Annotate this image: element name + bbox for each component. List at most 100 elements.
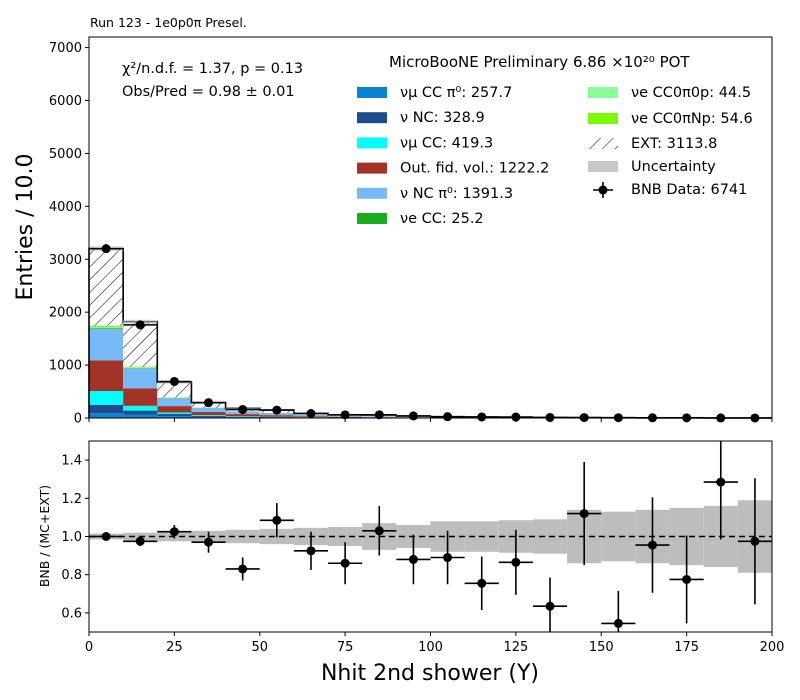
ratio-x-tick-label: 100 xyxy=(418,640,443,655)
stack-bar xyxy=(225,416,260,418)
legend-label: νμ CC π⁰: 257.7 xyxy=(400,85,512,101)
main-y-tick-label: 6000 xyxy=(49,94,82,109)
legend-entry: νe CC: 25.2 xyxy=(357,211,484,227)
main-y-tick-label: 4000 xyxy=(49,200,82,215)
legend-label: Out. fid. vol.: 1222.2 xyxy=(400,161,549,177)
stack-bar xyxy=(89,248,124,326)
legend: νμ CC π⁰: 257.7 ν NC: 328.9 νμ CC: 419.3 Ou… xyxy=(357,85,753,227)
data-point xyxy=(238,405,248,415)
data-point xyxy=(306,409,316,419)
ratio-point xyxy=(545,601,555,611)
legend-entry: νμ CC π⁰: 257.7 xyxy=(357,85,512,101)
ratio-point xyxy=(238,564,248,574)
data-point xyxy=(545,412,555,422)
stack-bar xyxy=(89,325,124,327)
ratio-point xyxy=(408,554,418,564)
ratio-point xyxy=(135,536,145,546)
legend-label: EXT: 3113.8 xyxy=(631,136,717,152)
stack-bar xyxy=(157,406,192,413)
stack-bar xyxy=(89,328,124,329)
legend-label: νe CC: 25.2 xyxy=(400,211,484,227)
data-point xyxy=(135,320,145,330)
main-y-tick-label: 7000 xyxy=(49,41,82,56)
ratio-y-tick-label: 1.2 xyxy=(61,492,82,507)
ratio-point xyxy=(169,527,179,537)
ratio-point xyxy=(340,558,350,568)
ratio-x-tick-label: 75 xyxy=(337,640,354,655)
data-point xyxy=(169,376,179,386)
stack-bar xyxy=(191,415,226,417)
ratio-point xyxy=(511,557,521,567)
total-outline xyxy=(88,247,772,419)
ratio-band-box xyxy=(328,526,363,547)
data-point xyxy=(340,410,350,420)
stack-bar xyxy=(191,407,226,412)
ratio-point xyxy=(613,618,623,628)
legend-entry: νμ CC: 419.3 xyxy=(357,135,493,151)
stack-bar xyxy=(259,415,294,417)
legend-swatch xyxy=(588,161,618,172)
stack-bar xyxy=(123,366,158,368)
legend-swatch xyxy=(357,112,387,124)
stack-series-8 xyxy=(89,248,704,418)
data-point xyxy=(374,410,384,420)
ratio-point xyxy=(477,578,487,588)
ratio-y-axis-label: BNB / (MC+EXT) xyxy=(37,485,52,587)
main-y-tick-label: 1000 xyxy=(49,359,82,374)
ratio-point xyxy=(579,509,589,519)
legend-swatch xyxy=(588,113,618,124)
stack-bar xyxy=(191,411,226,416)
main-y-tick-label: 0 xyxy=(74,412,82,427)
stack-bar xyxy=(225,414,260,417)
ratio-point xyxy=(716,477,726,487)
ratio-point xyxy=(272,515,282,525)
legend-swatch xyxy=(357,162,387,174)
legend-entry: ν NC: 328.9 xyxy=(357,110,485,126)
ratio-points xyxy=(89,441,772,632)
ratio-point xyxy=(101,532,111,541)
legend-swatch xyxy=(357,187,387,199)
legend-swatch xyxy=(588,87,618,98)
legend-entry: Out. fid. vol.: 1222.2 xyxy=(357,161,549,177)
ratio-y-tick-label: 0.8 xyxy=(61,568,82,583)
legend-entry: Uncertainty xyxy=(588,159,716,175)
ratio-x-tick-label: 25 xyxy=(166,640,183,655)
main-y-axis-label: Entries / 10.0 xyxy=(13,153,38,300)
data-point xyxy=(204,398,214,408)
ratio-point xyxy=(647,540,657,550)
stack-bar xyxy=(157,412,192,415)
ratio-plot: 0.6 0.8 1.0 1.2 1.4 0 25 50 75 100 125 150 175 200 xyxy=(61,440,784,655)
stack-bar xyxy=(123,367,158,368)
stack-bar xyxy=(225,416,260,417)
stack-bar xyxy=(89,391,124,405)
legend-swatch xyxy=(357,137,387,149)
chi2-annotation: χ²/n.d.f. = 1.37, p = 0.13 xyxy=(122,61,303,77)
legend-label: Uncertainty xyxy=(631,159,716,175)
ratio-x-tick-label: 175 xyxy=(674,640,699,655)
ratio-point xyxy=(682,574,692,584)
stack-bar xyxy=(191,415,226,416)
legend-label: νe CC0πNp: 54.6 xyxy=(631,111,753,127)
stack-bar xyxy=(89,326,124,329)
stack-bar xyxy=(157,398,192,407)
stack-series-4 xyxy=(89,328,704,418)
legend-swatch xyxy=(357,87,387,98)
stack-bar xyxy=(89,413,124,418)
data-point xyxy=(101,244,111,254)
stack-bar xyxy=(123,405,158,411)
x-axis-label: Nhit 2nd shower (Y) xyxy=(321,661,539,686)
stack-bar xyxy=(123,410,158,415)
data-point xyxy=(408,411,418,421)
run-title: Run 123 - 1e0p0π Presel. xyxy=(90,15,247,30)
main-y-tick-label: 5000 xyxy=(49,147,82,162)
ratio-y-tick-label: 1.4 xyxy=(61,454,82,469)
ratio-x-tick-label: 150 xyxy=(589,640,614,655)
ratio-x-tick-label: 50 xyxy=(251,640,268,655)
legend-entry: BNB Data: 6741 xyxy=(593,182,747,198)
data-point xyxy=(272,405,282,415)
legend-entry: EXT: 3113.8 xyxy=(588,136,717,152)
stack-bar xyxy=(123,388,158,406)
legend-label: ν NC π⁰: 1391.3 xyxy=(400,186,513,202)
legend-entry: νe CC0πNp: 54.6 xyxy=(588,111,753,127)
